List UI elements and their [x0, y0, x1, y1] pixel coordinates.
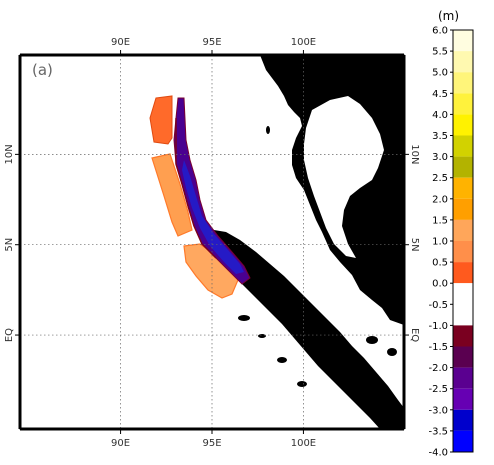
- colorbar-cell: [453, 388, 473, 410]
- colorbar-cell: [453, 114, 473, 136]
- colorbar-tick-label: 5.0: [432, 68, 448, 79]
- colorbar-tick-label: -2.0: [428, 363, 448, 374]
- uplift-subsidence-layer: [149, 95, 251, 299]
- colorbar-tick-label: 0.0: [432, 279, 448, 290]
- colorbar-tick-label: 1.5: [432, 215, 448, 226]
- colorbar-cell: [453, 262, 473, 284]
- uplift-block-north: [149, 95, 173, 145]
- lon-label-bottom: 100E: [291, 438, 316, 449]
- lat-label-right: EQ: [409, 328, 420, 342]
- colorbar-tick-label: -3.5: [428, 426, 448, 437]
- colorbar-tick-label: 1.0: [432, 237, 448, 248]
- island-7: [387, 348, 397, 356]
- landmass-layer: [212, 55, 404, 429]
- colorbar-ticks: 6.0 5.5 5.0 4.5 4.0 3.5 3.0 2.5 2.0 1.5 1.0 0.5 0.0 -…: [428, 26, 453, 459]
- lon-label-bottom: 90E: [111, 438, 130, 449]
- graticule: [20, 55, 404, 429]
- gulf-water: [304, 96, 384, 258]
- colorbar: (m) 6.0 5.5 5.0 4.5 4.0 3.5 3.0 2.5 2.0 1.5 1.0 0.5…: [428, 9, 474, 459]
- island-4: [297, 381, 307, 387]
- land-sumatra: [212, 230, 404, 429]
- colorbar-cell: [453, 198, 473, 220]
- colorbar-cell: [453, 219, 473, 241]
- subsidence-edge: [175, 118, 217, 259]
- lat-label-left: EQ: [4, 328, 15, 342]
- colorbar-tick-label: 6.0: [432, 26, 448, 37]
- axis-labels: 90E 90E 95E 95E 100E 100E 10N 10N 5N 5N EQ EQ: [4, 37, 420, 449]
- colorbar-tick-label: -3.0: [428, 405, 448, 416]
- lon-label-top: 90E: [111, 37, 130, 48]
- island-1: [238, 315, 250, 321]
- lon-label-bottom: 95E: [202, 438, 221, 449]
- colorbar-tick-label: -4.0: [428, 448, 448, 459]
- subsidence-core: [182, 160, 244, 274]
- colorbar-tick-label: 5.5: [432, 47, 448, 58]
- colorbar-tick-label: -1.5: [428, 342, 448, 353]
- lat-label-right: 5N: [409, 238, 420, 252]
- colorbar-cell: [453, 51, 473, 73]
- colorbar-cell: [453, 135, 473, 157]
- colorbar-cell: [453, 304, 473, 326]
- lon-label-top: 100E: [291, 37, 316, 48]
- colorbar-cell: [453, 93, 473, 115]
- frame-ticks: [15, 50, 409, 434]
- colorbar-tick-label: 4.0: [432, 110, 448, 121]
- island-5: [266, 126, 270, 134]
- colorbar-cell: [453, 283, 473, 305]
- colorbar-cell: [453, 241, 473, 263]
- colorbar-cell: [453, 177, 473, 199]
- colorbar-tick-label: 0.5: [432, 258, 448, 269]
- uplift-block-middle: [151, 153, 193, 237]
- lat-label-left: 10N: [4, 144, 15, 164]
- panel-label: (a): [32, 61, 53, 79]
- lon-label-top: 95E: [202, 37, 221, 48]
- colorbar-tick-label: 2.5: [432, 173, 448, 184]
- island-3: [277, 357, 287, 363]
- colorbar-cell: [453, 346, 473, 368]
- colorbar-tick-label: -2.5: [428, 384, 448, 395]
- island-6: [366, 336, 378, 344]
- colorbar-unit: (m): [438, 9, 459, 23]
- colorbar-tick-label: 3.0: [432, 152, 448, 163]
- colorbar-tick-label: -1.0: [428, 321, 448, 332]
- colorbar-cell: [453, 367, 473, 389]
- colorbar-tick-label: 4.5: [432, 89, 448, 100]
- colorbar-tick-label: 2.0: [432, 194, 448, 205]
- lat-label-left: 5N: [4, 238, 15, 252]
- colorbar-cell: [453, 30, 473, 52]
- colorbar-cell: [453, 325, 473, 347]
- colorbar-cell: [453, 430, 473, 452]
- colorbar-cells: [452, 29, 474, 453]
- colorbar-tick-label: -0.5: [428, 300, 448, 311]
- colorbar-cell: [453, 409, 473, 431]
- colorbar-tick-label: 3.5: [432, 131, 448, 142]
- colorbar-cell: [453, 156, 473, 178]
- frame-thick-edges: [18, 53, 406, 431]
- island-2: [258, 334, 266, 338]
- colorbar-cell: [453, 72, 473, 94]
- lat-label-right: 10N: [409, 144, 420, 164]
